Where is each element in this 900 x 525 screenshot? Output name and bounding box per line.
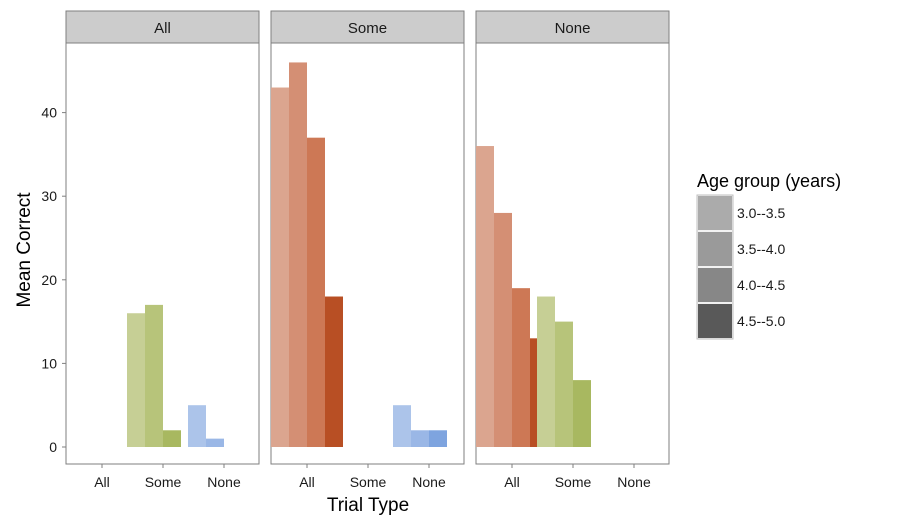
bar-some-none-1 <box>393 405 411 447</box>
facet-strip <box>65 10 260 44</box>
legend-swatch <box>698 304 732 338</box>
y-axis: 0 10 20 30 40 <box>41 105 66 455</box>
x-tick-label: All <box>504 474 520 490</box>
facet-strip-label: Some <box>348 20 387 37</box>
facet-strip-label: None <box>555 20 591 37</box>
x-tick-label: None <box>617 474 651 490</box>
x-tick-label: All <box>94 474 110 490</box>
bar-none-all-3 <box>512 288 530 447</box>
x-tick-label: Some <box>555 474 592 490</box>
facet-panel-none: None All Some None <box>475 10 670 490</box>
bar-some-none-2 <box>411 430 429 447</box>
y-tick-label: 0 <box>49 439 57 455</box>
bar-none-all-1 <box>476 146 494 448</box>
bar-some-all-2 <box>289 62 307 447</box>
legend-swatch <box>698 232 732 266</box>
legend-title: Age group (years) <box>697 171 841 191</box>
x-tick-label: Some <box>145 474 182 490</box>
facet-strip <box>475 10 670 44</box>
bar-none-some-2 <box>555 321 573 447</box>
x-tick-label: None <box>207 474 241 490</box>
bar-all-none-1 <box>188 405 206 447</box>
y-tick-label: 20 <box>41 272 57 288</box>
legend-swatch <box>698 196 732 230</box>
legend-label: 3.0--3.5 <box>737 205 785 221</box>
legend: Age group (years) 3.0--3.5 3.5--4.0 4.0--4… <box>696 171 841 340</box>
y-tick-label: 30 <box>41 188 57 204</box>
y-tick-label: 10 <box>41 355 57 371</box>
facet-strip-label: All <box>154 20 171 37</box>
bar-none-some-1 <box>537 296 555 447</box>
x-tick-label: Some <box>350 474 387 490</box>
bar-none-all-2 <box>494 212 512 447</box>
bar-some-all-1 <box>271 87 289 448</box>
y-axis-title: Mean Correct <box>14 192 35 308</box>
bar-all-some-2 <box>145 304 163 447</box>
x-tick-label: None <box>412 474 446 490</box>
bar-all-some-3 <box>163 430 181 447</box>
facet-panel-some: Some All Some None <box>270 10 465 490</box>
bar-some-all-3 <box>307 137 325 447</box>
facet-strip <box>270 10 465 44</box>
y-tick-label: 40 <box>41 105 57 121</box>
legend-label: 4.5--5.0 <box>737 313 785 329</box>
legend-label: 3.5--4.0 <box>737 241 785 257</box>
x-tick-label: All <box>299 474 315 490</box>
bar-none-some-3 <box>573 380 591 447</box>
bar-all-some-1 <box>127 313 145 447</box>
legend-label: 4.0--4.5 <box>737 277 785 293</box>
bar-some-none-3 <box>429 430 447 447</box>
bar-some-all-4 <box>325 296 343 447</box>
bar-all-none-2 <box>206 438 224 447</box>
x-axis-title: Trial Type <box>327 495 409 516</box>
legend-swatch <box>698 268 732 302</box>
facet-panel-all: All All Some None <box>65 10 260 490</box>
